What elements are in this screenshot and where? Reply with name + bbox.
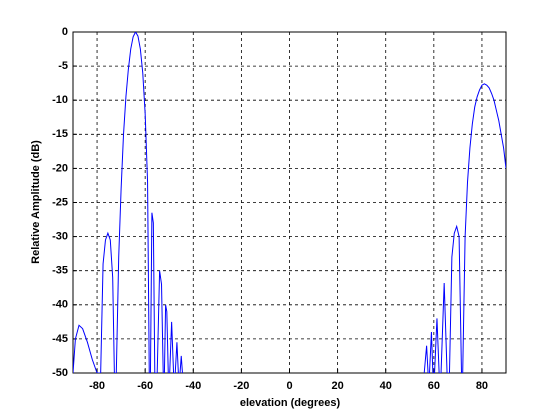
y-tick-label: -25 — [52, 196, 68, 208]
x-tick-label: -80 — [89, 380, 105, 392]
x-tick-label: -20 — [233, 380, 249, 392]
y-tick-label: -15 — [52, 128, 68, 140]
y-tick-label: 0 — [62, 26, 68, 38]
y-tick-label: -20 — [52, 162, 68, 174]
x-tick-label: 20 — [331, 380, 343, 392]
y-tick-label: -30 — [52, 231, 68, 243]
y-tick-label: -10 — [52, 94, 68, 106]
x-tick-label: 80 — [476, 380, 488, 392]
y-tick-label: -35 — [52, 265, 68, 277]
x-tick-label: 60 — [428, 380, 440, 392]
x-tick-label: -40 — [185, 380, 201, 392]
x-tick-label: 0 — [286, 380, 292, 392]
x-tick-label: -60 — [137, 380, 153, 392]
y-tick-label: -40 — [52, 299, 68, 311]
x-axis-label: elevation (degrees) — [240, 397, 341, 409]
data-line — [73, 32, 506, 373]
y-axis-label: Relative Amplitude (dB) — [30, 140, 42, 264]
x-tick-label: 40 — [380, 380, 392, 392]
y-tick-label: -50 — [52, 367, 68, 379]
y-tick-label: -5 — [58, 60, 68, 72]
y-tick-label: -45 — [52, 333, 68, 345]
